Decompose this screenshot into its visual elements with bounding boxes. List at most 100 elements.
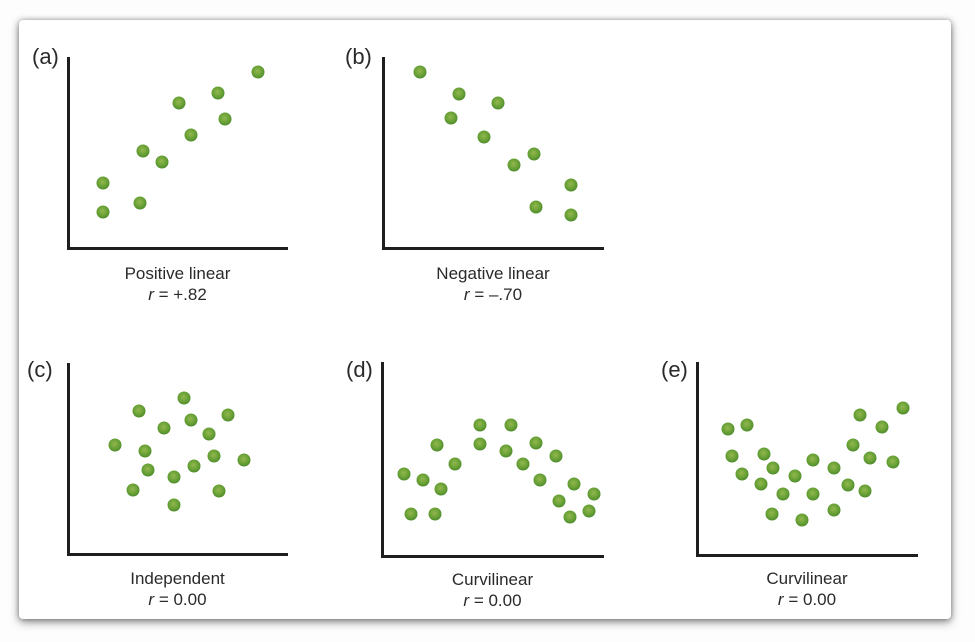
data-point (96, 205, 110, 219)
panel-letter-a: (a) (32, 44, 59, 69)
data-point (567, 477, 581, 491)
data-point (564, 178, 578, 192)
data-point (428, 507, 442, 520)
caption-r-c: r = 0.00 (67, 589, 288, 610)
r-value-c: = 0.00 (154, 590, 207, 609)
data-point (806, 487, 820, 501)
data-point (172, 96, 186, 110)
caption-title-d: Curvilinear (451, 570, 534, 589)
data-point (397, 467, 411, 481)
plot-area-b (385, 57, 604, 247)
data-point (886, 455, 900, 469)
data-point (167, 470, 181, 484)
data-point (552, 494, 566, 508)
r-symbol-d: r (463, 591, 470, 610)
data-point (221, 408, 235, 422)
data-point (126, 483, 140, 497)
scatter-plot-a (67, 57, 288, 250)
data-point (452, 87, 466, 101)
data-point (477, 130, 491, 144)
data-point (434, 482, 448, 496)
data-point (507, 158, 521, 172)
data-point (212, 484, 226, 498)
data-point (187, 459, 201, 473)
data-point (527, 147, 541, 161)
data-point (740, 418, 754, 432)
data-point (184, 413, 198, 427)
data-point (132, 404, 146, 417)
data-point (795, 513, 809, 527)
data-point (430, 438, 444, 452)
data-point (827, 503, 841, 517)
data-point (177, 391, 191, 405)
caption-title-a: Positive linear (124, 264, 231, 283)
plot-area-a (70, 57, 288, 247)
scatter-plot-c (67, 363, 288, 556)
data-point (202, 427, 216, 441)
data-point (806, 453, 820, 467)
figure-page: (a) Positive linear r = +.82 (b) Negativ… (19, 20, 951, 619)
data-point (157, 421, 171, 435)
panel-letter-c: (c) (27, 357, 53, 382)
data-point (827, 461, 841, 475)
data-point (582, 504, 596, 518)
data-point (735, 467, 749, 481)
data-point (473, 418, 487, 432)
scatter-plot-e (696, 362, 918, 557)
data-point (491, 96, 505, 110)
data-point (549, 449, 563, 463)
r-symbol-a: r (148, 285, 154, 304)
caption-title-b: Negative linear (436, 264, 550, 283)
data-point (788, 469, 802, 483)
data-point (108, 438, 122, 452)
data-point (765, 507, 779, 521)
data-point (516, 457, 530, 471)
data-point (207, 449, 221, 463)
scatter-plot-b (382, 57, 604, 250)
r-symbol-b: r (463, 285, 470, 304)
data-point (473, 437, 487, 451)
panel-letter-b: (b) (345, 44, 372, 69)
caption-d: Curvilinear r = 0.00 (381, 569, 604, 611)
r-value-d: = 0.00 (469, 591, 522, 610)
data-point (853, 408, 867, 422)
plot-area-c (70, 363, 288, 553)
panel-letter-e: (e) (661, 357, 688, 382)
caption-title-c: Independent (130, 569, 225, 588)
panel-letter-d: (d) (346, 357, 373, 382)
data-point (563, 510, 577, 524)
data-point (846, 438, 860, 452)
data-point (211, 86, 225, 100)
data-point (133, 196, 147, 210)
plot-area-e (699, 362, 918, 554)
caption-r-d: r = 0.00 (381, 590, 604, 611)
data-point (757, 447, 771, 461)
r-value-e: = 0.00 (783, 590, 837, 609)
r-symbol-c: r (148, 590, 155, 609)
data-point (896, 401, 910, 415)
data-point (404, 507, 418, 521)
data-point (141, 463, 155, 477)
data-point (416, 473, 430, 487)
data-point (754, 477, 768, 491)
data-point (167, 498, 181, 512)
data-point (529, 200, 543, 214)
caption-b: Negative linear r = –.70 (382, 263, 604, 305)
data-point (218, 112, 232, 126)
data-point (448, 457, 462, 471)
data-point (237, 453, 251, 467)
caption-r-e: r = 0.00 (696, 589, 918, 610)
data-point (444, 111, 458, 125)
data-point (875, 420, 889, 434)
data-point (529, 436, 543, 450)
caption-e: Curvilinear r = 0.00 (696, 568, 918, 610)
data-point (184, 128, 198, 142)
data-point (413, 65, 427, 79)
data-point (863, 451, 877, 465)
data-point (499, 444, 513, 458)
caption-title-e: Curvilinear (766, 569, 848, 588)
data-point (725, 449, 739, 463)
data-point (858, 484, 872, 498)
data-point (721, 422, 735, 436)
data-point (96, 176, 110, 190)
